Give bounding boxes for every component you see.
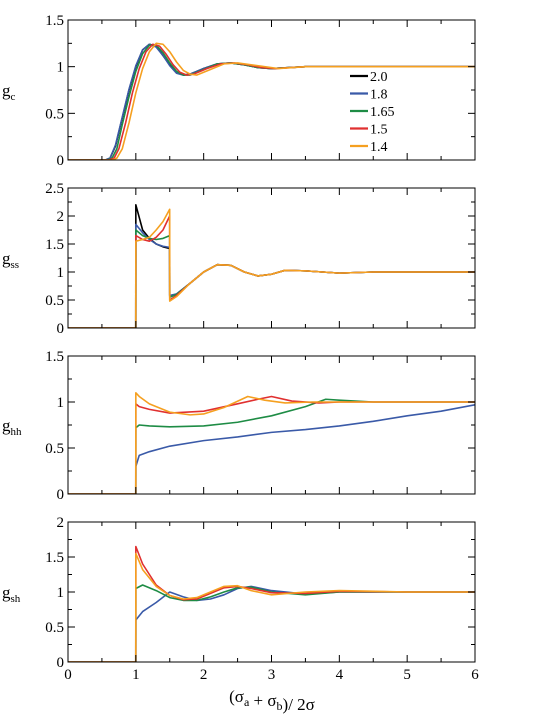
series-line-1-8 <box>68 43 475 160</box>
y-axis-label: gss <box>2 249 19 271</box>
plot-frame <box>67 355 476 495</box>
x-tick-label: 1 <box>132 667 140 683</box>
series-line-1-8 <box>68 223 475 328</box>
x-tick-label: 5 <box>403 667 411 683</box>
y-tick-label: 2.5 <box>45 181 64 197</box>
legend-label: 1.5 <box>370 123 388 138</box>
series-line-1-65 <box>68 398 475 494</box>
y-axis-label-subscript: ss <box>11 259 20 271</box>
y-axis-label: gc <box>2 81 16 103</box>
y-tick-label: 0 <box>57 487 65 503</box>
y-tick-label: 0.5 <box>45 106 64 122</box>
panel-hh: 0 0.5 1 1.5 ghh <box>2 349 476 503</box>
panel-sh: 0 0.5 1 1.5 2 0 1 2 3 4 5 6 gsh <box>2 515 479 683</box>
x-tick-label: 3 <box>268 667 276 683</box>
y-tick-label: 0.5 <box>45 441 64 457</box>
y-tick-label: 2 <box>57 209 65 225</box>
series-line-1-65 <box>68 229 475 328</box>
x-tick-label: 0 <box>64 667 72 683</box>
y-tick-label: 1 <box>57 585 65 601</box>
series-line-1-4 <box>68 392 475 494</box>
series-line-1-8 <box>68 403 475 494</box>
series-line-1-65 <box>68 44 475 160</box>
panel-ss: 0 0.5 1 1.5 2 2.5 gss <box>2 181 476 337</box>
legend-label: 1.8 <box>370 88 388 103</box>
y-tick-label: 1.5 <box>45 349 64 365</box>
plot-frame <box>67 187 476 329</box>
legend: 2.0 1.8 1.65 1.5 1.4 <box>350 70 395 155</box>
y-tick-label: 1 <box>57 265 65 281</box>
series-line-1-5 <box>68 545 475 662</box>
panel-c: 0 0.5 1 1.5 gc 2.0 1.8 1.65 1.5 1.4 <box>2 13 476 169</box>
series-line-2-0 <box>68 43 475 160</box>
series-line-1-65 <box>68 584 475 662</box>
y-tick-label: 1.5 <box>45 13 64 29</box>
series-line-1-8 <box>68 585 475 662</box>
x-axis-label: (σa + σb)/ 2σ <box>229 687 315 714</box>
y-tick-label: 0 <box>57 655 65 671</box>
y-tick-label: 0.5 <box>45 293 64 309</box>
y-tick-label: 1 <box>57 395 65 411</box>
x-tick-label: 2 <box>200 667 208 683</box>
series-line-2-0 <box>68 204 475 328</box>
series-line-1-4 <box>68 42 475 160</box>
y-axis-label-subscript: hh <box>11 426 23 438</box>
y-tick-label: 1.5 <box>45 550 64 566</box>
x-tick-label: 4 <box>336 667 344 683</box>
legend-label: 1.65 <box>370 105 395 120</box>
panels: 0 0.5 1 1.5 gc 2.0 1.8 1.65 1.5 1.4 0 0.5 1 1.5 2 2.5 gs… <box>2 13 479 683</box>
y-tick-label: 0 <box>57 321 65 337</box>
series-line-1-5 <box>68 43 475 160</box>
y-axis-label: ghh <box>2 416 22 438</box>
series-line-1-5 <box>68 395 475 494</box>
legend-label: 1.4 <box>370 140 388 155</box>
series-line-1-4 <box>68 552 475 662</box>
y-axis-label: gsh <box>2 583 21 605</box>
y-tick-label: 2 <box>57 515 65 531</box>
y-tick-label: 1 <box>57 60 65 76</box>
y-tick-label: 0.5 <box>45 620 64 636</box>
y-axis-label-subscript: sh <box>11 593 21 605</box>
legend-label: 2.0 <box>370 70 388 85</box>
y-tick-label: 1.5 <box>45 237 64 253</box>
y-axis-label-subscript: c <box>11 91 16 103</box>
x-tick-label: 6 <box>471 667 479 683</box>
y-tick-label: 0 <box>57 153 65 169</box>
series-line-1-4 <box>68 208 475 328</box>
